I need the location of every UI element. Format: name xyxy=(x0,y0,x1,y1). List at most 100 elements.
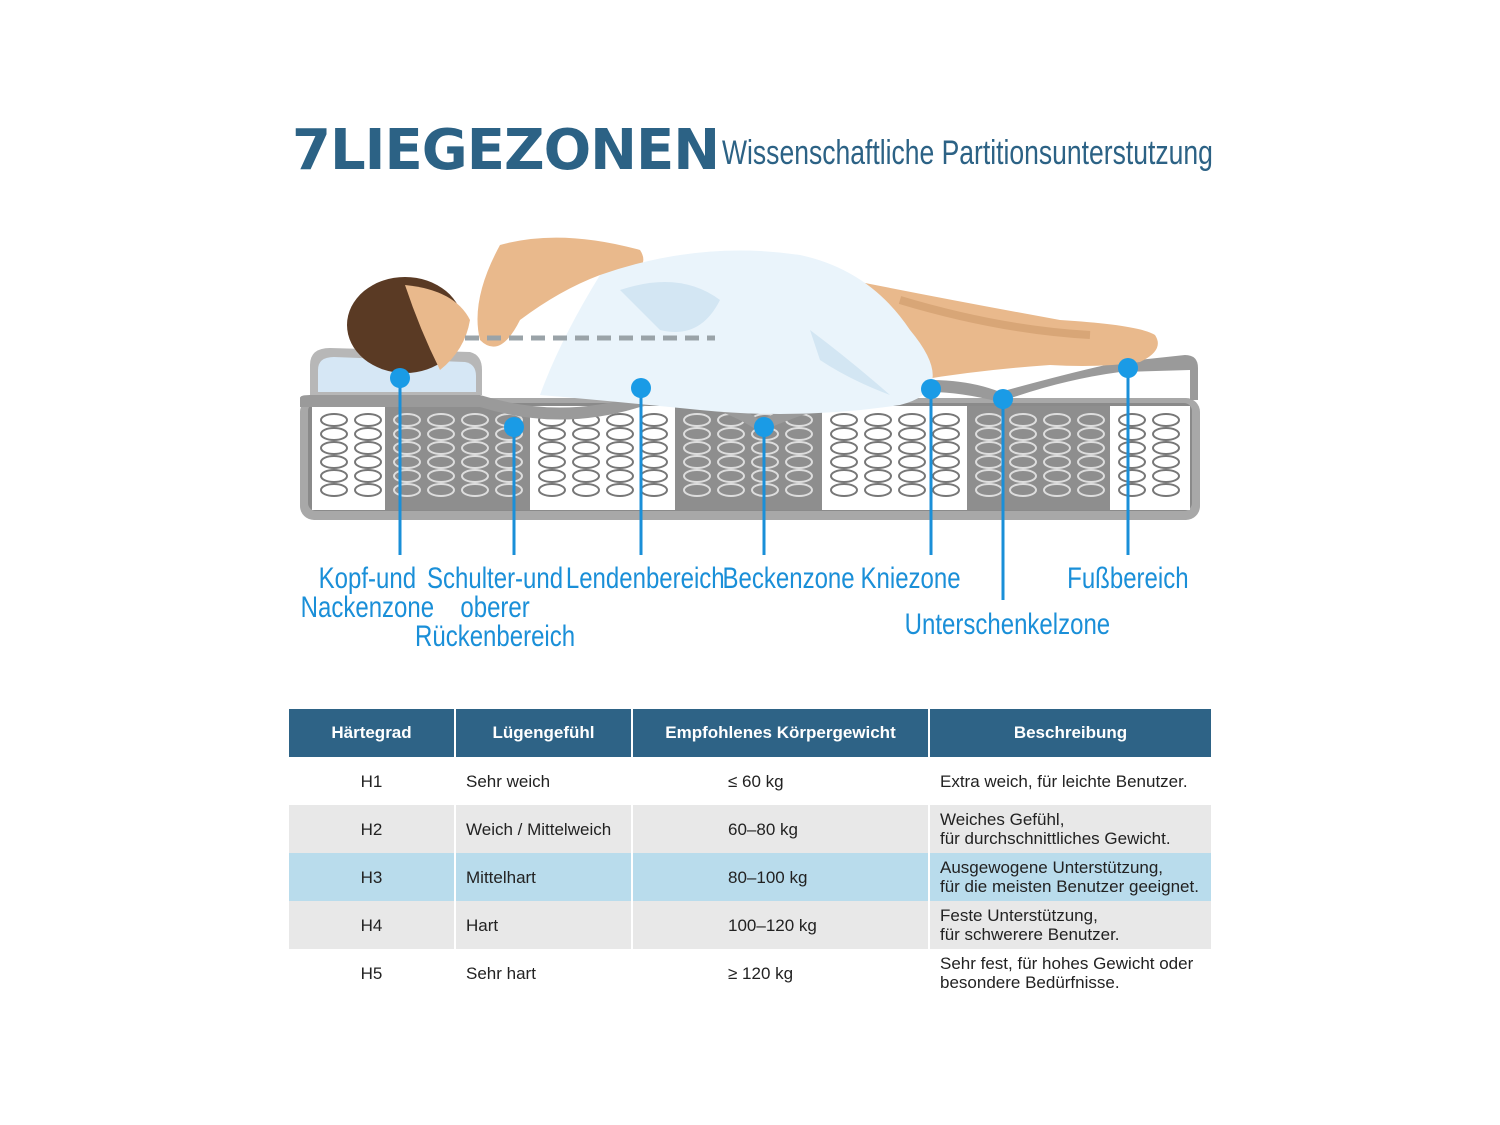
spring-coil xyxy=(572,469,600,483)
zone-marker-dot xyxy=(390,368,410,388)
spring-coil xyxy=(932,441,960,455)
spring-coil xyxy=(898,483,926,497)
zone-marker-dot xyxy=(631,378,651,398)
spring-coil xyxy=(1152,427,1180,441)
spring-coil xyxy=(393,469,421,483)
spring-coil xyxy=(1043,427,1071,441)
spring-coil xyxy=(461,469,489,483)
spring-coil xyxy=(495,441,523,455)
spring-coil xyxy=(1118,427,1146,441)
zone-label: Fußbereich xyxy=(1067,562,1189,595)
mattress-zone-segment xyxy=(530,406,675,510)
zone-label: Kopf-und Nackenzone xyxy=(300,564,433,623)
spring-coil xyxy=(427,455,455,469)
table-row: H3 Mittelhart 80–100 kg Ausgewogene Unterst… xyxy=(289,853,1211,901)
spring-coil xyxy=(538,427,566,441)
zone-marker-dot xyxy=(1118,358,1138,378)
column-header: Lügengefühl xyxy=(455,709,633,757)
spring-coil xyxy=(606,441,634,455)
spring-coil xyxy=(1043,455,1071,469)
table-cell: ≤ 60 kg xyxy=(632,757,930,805)
spring-coil xyxy=(683,413,711,427)
spring-coil xyxy=(683,427,711,441)
spring-coil xyxy=(320,469,348,483)
zone-label: Lendenbereich xyxy=(565,564,724,594)
page-subtitle: Wissenschaftliche Partitionsunterstutzun… xyxy=(722,134,1213,172)
spring-coil xyxy=(1077,455,1105,469)
spring-coil xyxy=(898,413,926,427)
zone-label-line: oberer xyxy=(460,591,530,624)
spring-coil xyxy=(461,427,489,441)
table-cell: Mittelhart xyxy=(455,853,633,901)
spring-coil xyxy=(864,469,892,483)
table-cell: H2 xyxy=(289,805,456,853)
spring-coil xyxy=(461,483,489,497)
spring-coil xyxy=(864,455,892,469)
table-cell: Hart xyxy=(455,901,633,949)
spring-coil xyxy=(354,427,382,441)
zone-label-line: Fußbereich xyxy=(1067,562,1189,595)
spring-coil xyxy=(1009,413,1037,427)
zone-label: Schulter-und oberer Rückenbereich xyxy=(415,562,576,653)
spring-coil xyxy=(1043,441,1071,455)
spring-coil xyxy=(864,483,892,497)
spring-coil xyxy=(461,413,489,427)
spring-coil xyxy=(1152,441,1180,455)
spring-coil xyxy=(1118,413,1146,427)
spring-coil xyxy=(393,483,421,497)
spring-coil xyxy=(572,455,600,469)
spring-coil xyxy=(830,413,858,427)
spring-coil xyxy=(1009,483,1037,497)
spring-coil xyxy=(864,441,892,455)
spring-coil xyxy=(572,441,600,455)
spring-coil xyxy=(785,455,813,469)
spring-coil xyxy=(1077,483,1105,497)
spring-coil xyxy=(354,469,382,483)
zone-label-line: Kniezone xyxy=(860,562,961,595)
spring-coil xyxy=(785,427,813,441)
spring-coil xyxy=(1009,469,1037,483)
spring-coil xyxy=(320,441,348,455)
spring-coil xyxy=(427,441,455,455)
spring-coil xyxy=(427,483,455,497)
spring-coil xyxy=(1077,427,1105,441)
zone-marker-dot xyxy=(993,389,1013,409)
spring-coil xyxy=(606,455,634,469)
table-row: H5 Sehr hart ≥ 120 kg Sehr fest, für hohes … xyxy=(289,949,1211,997)
spring-coil xyxy=(393,455,421,469)
spring-coil xyxy=(683,455,711,469)
zone-marker-dot xyxy=(921,379,941,399)
spring-coil xyxy=(932,469,960,483)
table-cell: Sehr fest, für hohes Gewicht oder besonde… xyxy=(940,954,1194,992)
spring-coil xyxy=(1118,469,1146,483)
spring-coil xyxy=(932,413,960,427)
zone-label-line: Schulter-und xyxy=(427,562,564,595)
spring-coil xyxy=(495,469,523,483)
spring-coil xyxy=(354,483,382,497)
spring-coil xyxy=(572,483,600,497)
spring-coil xyxy=(932,427,960,441)
spring-coil xyxy=(427,413,455,427)
spring-coil xyxy=(393,441,421,455)
zone-label: Kniezone xyxy=(860,562,961,595)
zone-label-line: Rückenbereich xyxy=(415,620,576,653)
spring-coil xyxy=(393,427,421,441)
hardness-table: Härtegrad Lügengefühl Empfohlenes Körperge… xyxy=(289,709,1211,997)
spring-coil xyxy=(606,413,634,427)
table-cell: Weich / Mittelweich xyxy=(455,805,633,853)
spring-coil xyxy=(606,483,634,497)
mattress-zone-segment xyxy=(822,406,967,510)
spring-coil xyxy=(1009,441,1037,455)
spring-coil xyxy=(717,455,745,469)
spring-coil xyxy=(785,441,813,455)
table-cell: H1 xyxy=(289,757,456,805)
mattress-illustration xyxy=(300,237,1200,600)
spring-coil xyxy=(932,483,960,497)
spring-coil xyxy=(461,455,489,469)
spring-coil xyxy=(1009,427,1037,441)
table-cell: Extra weich, für leichte Benutzer. xyxy=(940,771,1188,791)
table-row: H2 Weich / Mittelweich 60–80 kg Weiches Gef… xyxy=(289,805,1211,853)
spring-coil xyxy=(717,483,745,497)
zone-label: Unterschenkelzone xyxy=(904,610,1109,640)
